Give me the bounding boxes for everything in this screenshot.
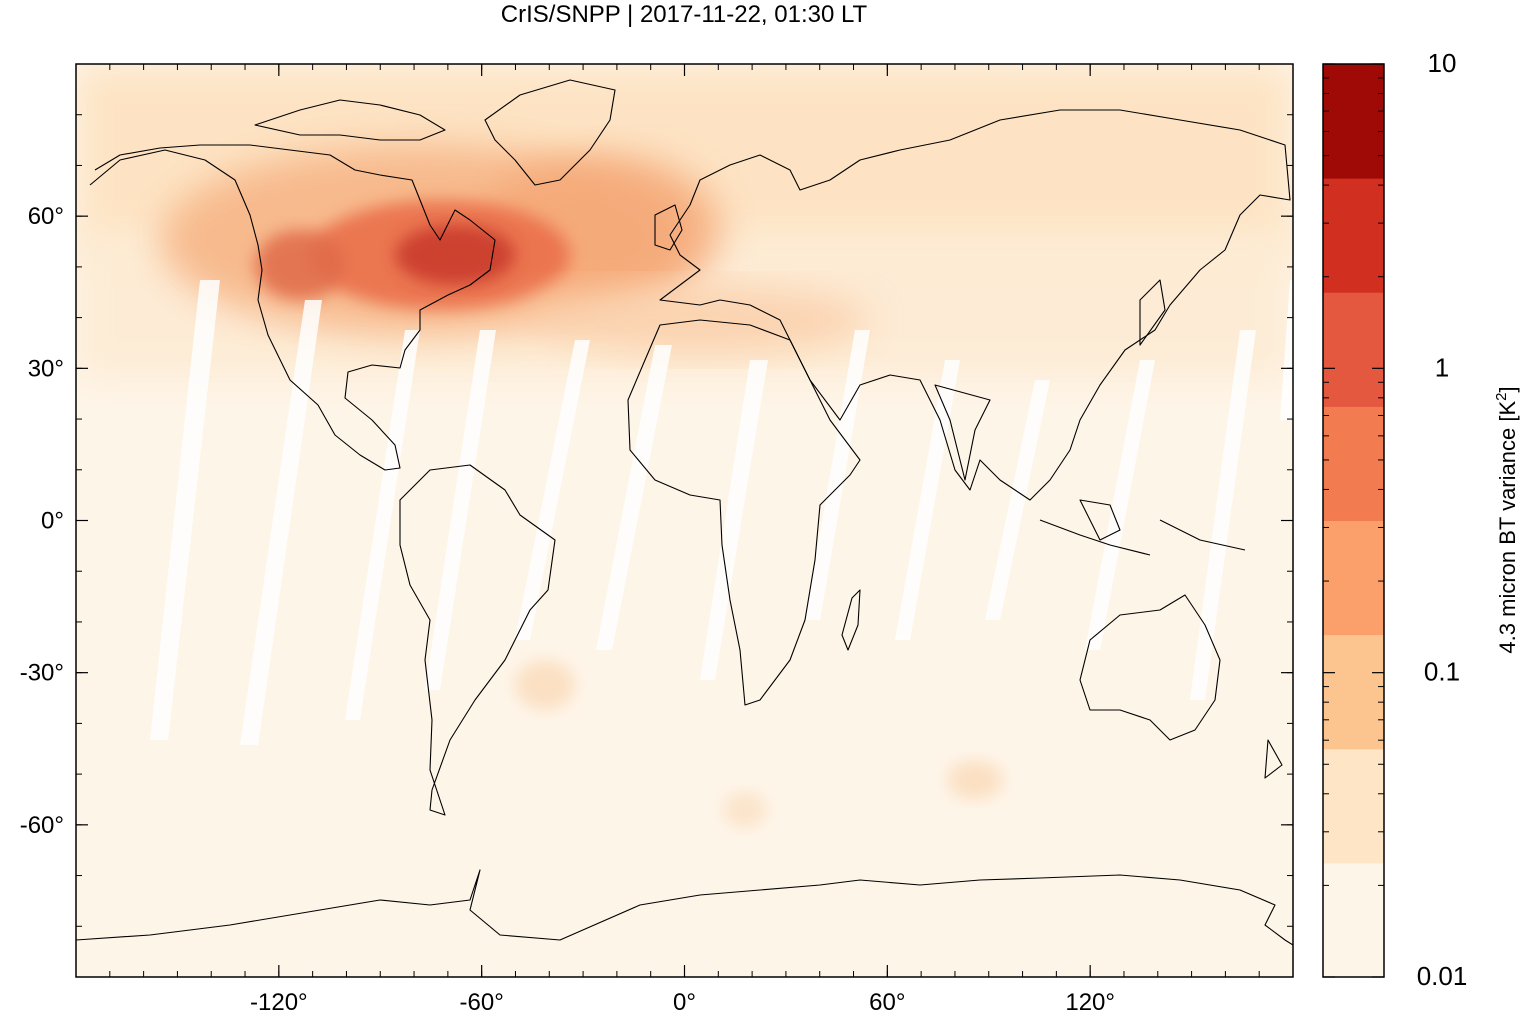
coastline-north-america: [89, 144, 496, 471]
variance-southern-ocean: [947, 760, 1003, 800]
colorbar-frame: [1322, 63, 1385, 978]
colorbar-segment: [1323, 520, 1384, 636]
coastlines: [76, 79, 1293, 946]
colorbar-segment: [1323, 178, 1384, 293]
x-axis: -120° -60° 0° 60° 120°: [109, 64, 1260, 1016]
colorbar-tick-label: 0.01: [1417, 961, 1468, 991]
coastline-japan: [1139, 279, 1166, 346]
colorbar-segment: [1323, 292, 1384, 407]
coastline-new-zealand: [1264, 739, 1283, 779]
colorbar-tick-label: 0.1: [1424, 657, 1460, 687]
y-tick-label: 30°: [28, 355, 64, 382]
coastline-australia: [1079, 594, 1221, 741]
x-tick-label: 0°: [673, 989, 696, 1016]
colorbar-ticks: 10 1 0.1 0.01: [1323, 48, 1467, 991]
map-title: CrIS/SNPP | 2017-11-22, 01:30 LT: [501, 1, 868, 28]
colorbar-segment: [1323, 634, 1384, 750]
variance-southern-ocean-2: [723, 792, 767, 828]
variance-na-hot: [395, 225, 515, 285]
y-tick-label: 60°: [28, 203, 64, 230]
colorbar-tick-label: 10: [1428, 48, 1457, 78]
coastline-indian-peninsula: [934, 384, 991, 481]
colorbar-segment: [1323, 406, 1384, 521]
x-tick-label: -120°: [250, 989, 308, 1016]
x-tick-label: 120°: [1065, 989, 1115, 1016]
y-tick-label: -30°: [20, 660, 64, 687]
colorbar-segment: [1323, 748, 1384, 864]
colorbar-label: 4.3 micron BT variance [K2]: [1493, 386, 1520, 653]
colorbar-tick-label: 1: [1435, 352, 1449, 382]
colorbar-segments: [1323, 64, 1384, 978]
coastline-eurasia: [659, 109, 1291, 501]
variance-west: [255, 230, 345, 300]
coastline-south-america: [399, 464, 556, 816]
colorbar-segment: [1323, 862, 1384, 978]
y-tick-label: 0°: [41, 508, 64, 535]
coastline-british-isles: [654, 204, 683, 251]
variance-field: [76, 64, 1293, 828]
orbit-gaps: [150, 280, 1293, 745]
coastline-greenland: [484, 79, 616, 186]
y-axis: 60° 30° 0° -30° -60°: [20, 114, 1293, 927]
map-area: [76, 64, 1293, 977]
variance-south-atlantic: [515, 660, 575, 710]
coastline-madagascar: [841, 589, 861, 651]
coastline-antarctica: [76, 869, 1293, 946]
coastline-canadian-archipelago: [254, 99, 446, 141]
coastline-maritime-islands: [1039, 499, 1246, 556]
x-tick-label: -60°: [460, 989, 504, 1016]
x-tick-label: 60°: [869, 989, 905, 1016]
colorbar-segment: [1323, 64, 1384, 179]
colorbar: 10 1 0.1 0.01 4.3 micron BT variance [K2]: [1322, 48, 1520, 991]
y-tick-label: -60°: [20, 812, 64, 839]
